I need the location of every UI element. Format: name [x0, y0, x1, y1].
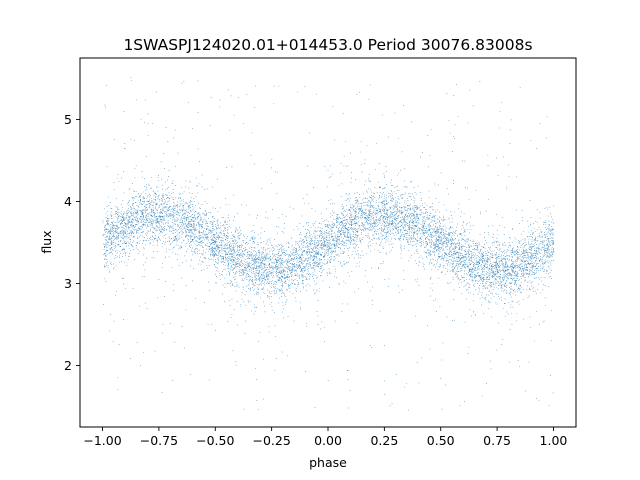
- x-tick-label: 1.00: [540, 433, 568, 448]
- x-tick-label: 0.00: [314, 433, 342, 448]
- y-tick-label: 4: [64, 194, 72, 209]
- x-tick-label: 0.25: [370, 433, 398, 448]
- y-tick-label: 2: [64, 358, 72, 373]
- x-tick-label: 0.50: [427, 433, 455, 448]
- x-tick-label: −0.75: [140, 433, 178, 448]
- series-points: [102, 77, 555, 411]
- x-tick-label: −0.25: [252, 433, 290, 448]
- y-axis-label: flux: [39, 230, 54, 253]
- y-axis-ticks: 2 3 4 5: [64, 112, 80, 373]
- x-tick-label: −0.50: [196, 433, 234, 448]
- x-tick-label: −1.00: [83, 433, 121, 448]
- x-axis-label: phase: [309, 455, 347, 470]
- y-tick-label: 5: [64, 112, 72, 127]
- x-tick-label: 0.75: [483, 433, 511, 448]
- y-tick-label: 3: [64, 276, 72, 291]
- data-points: [102, 77, 555, 411]
- chart-title: 1SWASPJ124020.01+014453.0 Period 30076.8…: [123, 36, 532, 54]
- x-axis-ticks: −1.00 −0.75 −0.50 −0.25 0.00 0.25 0.50 0.75 1.00: [83, 427, 567, 448]
